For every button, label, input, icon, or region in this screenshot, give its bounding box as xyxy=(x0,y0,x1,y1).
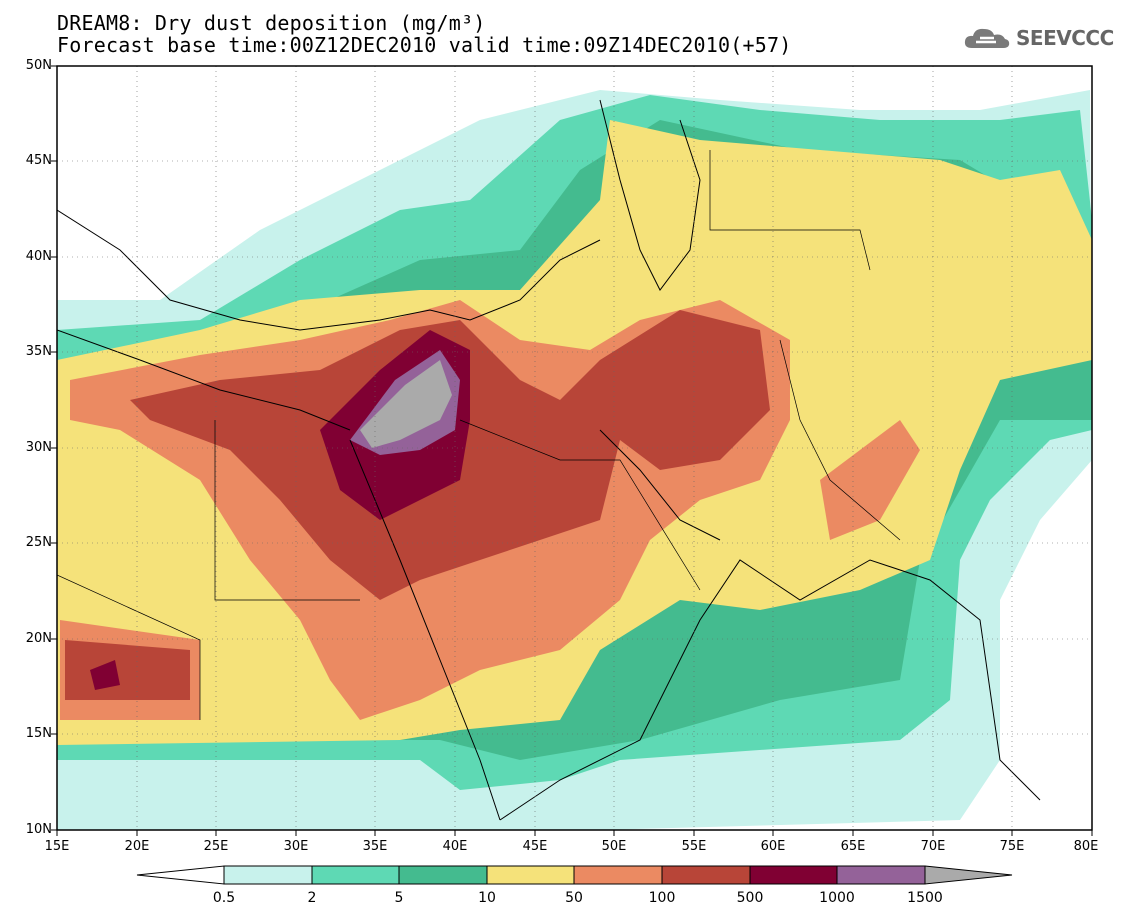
colorbar-label: 50 xyxy=(565,890,583,906)
lon-label: 40E xyxy=(442,839,468,854)
lon-label: 15E xyxy=(44,839,70,854)
lat-label: 30N xyxy=(25,440,52,455)
lon-label: 50E xyxy=(601,839,627,854)
colorbar-label: 2 xyxy=(307,890,317,906)
field-1500 xyxy=(360,360,452,448)
lat-label: 20N xyxy=(25,631,52,646)
colorbar xyxy=(136,865,1013,885)
map-title: DREAM8: Dry dust deposition (mg/m³) xyxy=(57,11,486,35)
lon-label: 35E xyxy=(362,839,388,854)
colorbar-segment xyxy=(486,865,575,885)
seevccc-logo: SEEVCCC xyxy=(962,24,1114,52)
lat-label: 50N xyxy=(25,58,52,73)
colorbar-segment xyxy=(311,865,400,885)
field-500 xyxy=(90,660,120,690)
lat-label: 45N xyxy=(25,153,52,168)
lon-label: 70E xyxy=(920,839,946,854)
lat-label: 25N xyxy=(25,535,52,550)
colorbar-label: 1000 xyxy=(819,890,855,906)
lon-label: 75E xyxy=(999,839,1025,854)
colorbar-segment xyxy=(836,865,926,885)
logo-text: SEEVCCC xyxy=(1016,26,1114,50)
map-fields xyxy=(57,66,1092,830)
colorbar-segment xyxy=(223,865,313,885)
lat-label: 40N xyxy=(25,249,52,264)
colorbar-label: 5 xyxy=(394,890,404,906)
lon-label: 80E xyxy=(1073,839,1099,854)
field-100 xyxy=(65,640,190,700)
lat-label: 15N xyxy=(25,726,52,741)
colorbar-segment xyxy=(136,865,225,885)
colorbar-segment xyxy=(398,865,488,885)
lat-label: 35N xyxy=(25,344,52,359)
colorbar-segment xyxy=(661,865,751,885)
colorbar-segment xyxy=(749,865,838,885)
borders xyxy=(57,150,901,720)
colorbar-label: 0.5 xyxy=(212,890,236,906)
coastlines xyxy=(57,99,1041,821)
colorbar-label: 1500 xyxy=(907,890,943,906)
cloud-icon xyxy=(964,28,1010,48)
forecast-time-subtitle: Forecast base time:00Z12DEC2010 valid ti… xyxy=(57,33,792,57)
lon-label: 55E xyxy=(681,839,707,854)
lon-label: 30E xyxy=(283,839,309,854)
axis-ticks xyxy=(51,65,1093,836)
lon-label: 60E xyxy=(760,839,786,854)
lat-label: 10N xyxy=(25,822,52,837)
lon-label: 45E xyxy=(522,839,548,854)
lon-label: 20E xyxy=(124,839,150,854)
colorbar-segment xyxy=(573,865,663,885)
colorbar-label: 100 xyxy=(648,890,676,906)
lon-label: 65E xyxy=(840,839,866,854)
lon-label: 25E xyxy=(203,839,229,854)
colorbar-label: 500 xyxy=(736,890,764,906)
colorbar-label: 10 xyxy=(478,890,496,906)
field-50 xyxy=(820,420,920,540)
colorbar-segment xyxy=(924,865,1013,885)
